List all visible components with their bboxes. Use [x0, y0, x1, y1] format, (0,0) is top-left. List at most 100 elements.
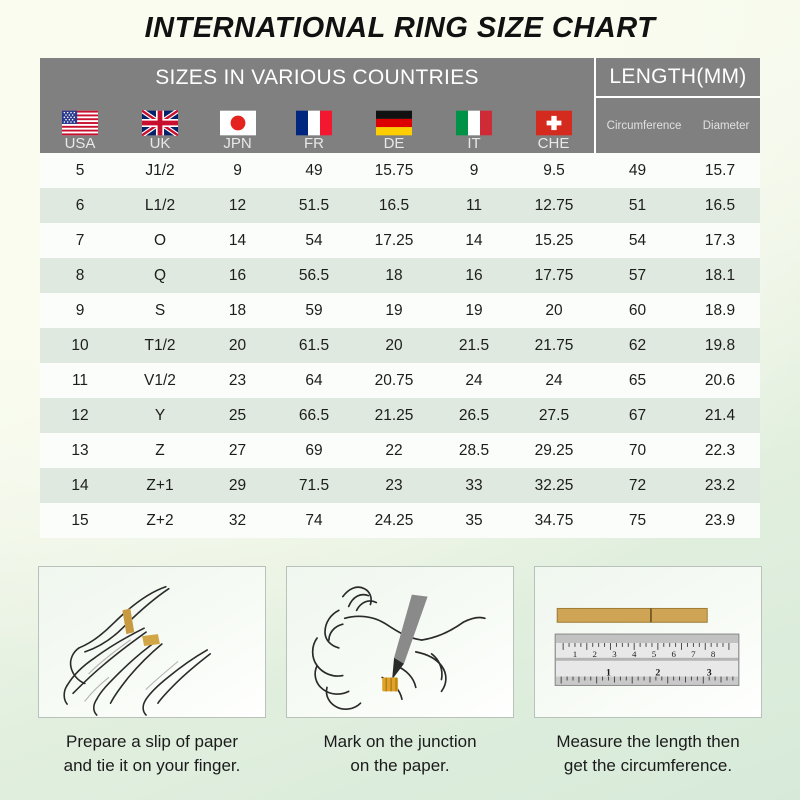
- cell-fr: 51.5: [275, 188, 353, 223]
- cell-it: 9: [435, 153, 513, 188]
- ruler-cm-label: 1: [573, 649, 577, 659]
- column-header-che: CHE: [513, 97, 595, 153]
- cell-fr: 74: [275, 503, 353, 538]
- cell-it: 26.5: [435, 398, 513, 433]
- cell-fr: 66.5: [275, 398, 353, 433]
- hand-marking-with-pen-icon: [311, 586, 486, 711]
- flag-uk-icon: [142, 110, 178, 136]
- table-group-header-row: SIZES IN VARIOUS COUNTRIES LENGTH(MM): [40, 58, 760, 97]
- cell-usa: 8: [40, 258, 120, 293]
- cell-circumference: 70: [595, 433, 680, 468]
- cell-fr: 59: [275, 293, 353, 328]
- cell-it: 16: [435, 258, 513, 293]
- cell-diameter: 20.6: [680, 363, 760, 398]
- cell-usa: 6: [40, 188, 120, 223]
- cell-uk: S: [120, 293, 200, 328]
- cell-che: 24: [513, 363, 595, 398]
- cell-circumference: 49: [595, 153, 680, 188]
- cell-diameter: 17.3: [680, 223, 760, 258]
- cell-jpn: 32: [200, 503, 275, 538]
- ruler: 1 2 3 4 5 6 7 8 1 2: [554, 633, 740, 686]
- flag-italy-icon: [456, 110, 492, 136]
- column-header-jpn: JPN: [200, 97, 275, 153]
- column-header-fr: FR: [275, 97, 353, 153]
- size-chart-table: SIZES IN VARIOUS COUNTRIES LENGTH(MM): [40, 58, 760, 538]
- panel-image-box-2: [286, 566, 514, 718]
- cell-usa: 12: [40, 398, 120, 433]
- cell-usa: 13: [40, 433, 120, 468]
- ruler-cm-label: 2: [592, 649, 596, 659]
- cell-de: 20.75: [353, 363, 435, 398]
- cell-it: 21.5: [435, 328, 513, 363]
- cell-jpn: 9: [200, 153, 275, 188]
- group-header-length: LENGTH(MM): [595, 58, 760, 97]
- table-header: SIZES IN VARIOUS COUNTRIES LENGTH(MM): [40, 58, 760, 153]
- table-row: 10 T1/2 20 61.5 20 21.5 21.75 62 19.8: [40, 328, 760, 363]
- cell-jpn: 12: [200, 188, 275, 223]
- flag-germany-icon: [376, 110, 412, 136]
- table-body: 5 J1/2 9 49 15.75 9 9.5 49 15.7 6 L1/2 1…: [40, 153, 760, 538]
- table-row: 14 Z+1 29 71.5 23 33 32.25 72 23.2: [40, 468, 760, 503]
- cell-jpn: 14: [200, 223, 275, 258]
- flag-france-icon: [296, 110, 332, 136]
- cell-circumference: 62: [595, 328, 680, 363]
- cell-de: 23: [353, 468, 435, 503]
- column-header-label-fr: FR: [304, 135, 324, 152]
- cell-jpn: 20: [200, 328, 275, 363]
- cell-diameter: 23.2: [680, 468, 760, 503]
- cell-fr: 64: [275, 363, 353, 398]
- cell-diameter: 18.9: [680, 293, 760, 328]
- cell-it: 35: [435, 503, 513, 538]
- cell-jpn: 25: [200, 398, 275, 433]
- cell-che: 27.5: [513, 398, 595, 433]
- cell-fr: 61.5: [275, 328, 353, 363]
- cell-uk: Y: [120, 398, 200, 433]
- cell-uk: Z+1: [120, 468, 200, 503]
- cell-diameter: 21.4: [680, 398, 760, 433]
- column-header-label-diameter: Diameter: [702, 119, 750, 132]
- cell-che: 9.5: [513, 153, 595, 188]
- table-row: 5 J1/2 9 49 15.75 9 9.5 49 15.7: [40, 153, 760, 188]
- panel-image-box-3: 1 2 3 4 5 6 7 8 1 2: [534, 566, 762, 718]
- table-row: 12 Y 25 66.5 21.25 26.5 27.5 67 21.4: [40, 398, 760, 433]
- column-header-label-it: IT: [467, 135, 481, 152]
- flag-switzerland-icon: [535, 110, 572, 136]
- cell-de: 17.25: [353, 223, 435, 258]
- cell-diameter: 18.1: [680, 258, 760, 293]
- ruler-cm-label: 7: [691, 649, 696, 659]
- panel-caption-line-1: Measure the length then: [556, 732, 740, 751]
- instruction-panel-1: Prepare a slip of paper and tie it on yo…: [38, 566, 266, 778]
- column-header-uk: UK: [120, 97, 200, 153]
- cell-circumference: 67: [595, 398, 680, 433]
- panel-caption-line-2: on the paper.: [350, 756, 450, 775]
- cell-diameter: 16.5: [680, 188, 760, 223]
- table-row: 15 Z+2 32 74 24.25 35 34.75 75 23.9: [40, 503, 760, 538]
- cell-it: 28.5: [435, 433, 513, 468]
- cell-uk: T1/2: [120, 328, 200, 363]
- ruler-cm-label: 8: [711, 649, 716, 659]
- column-header-label-circumference: Circumference: [606, 119, 682, 132]
- paper-strip: [556, 607, 708, 623]
- cell-usa: 7: [40, 223, 120, 258]
- cell-uk: J1/2: [120, 153, 200, 188]
- cell-circumference: 65: [595, 363, 680, 398]
- cell-it: 19: [435, 293, 513, 328]
- cell-jpn: 23: [200, 363, 275, 398]
- ruler-measuring-paper-icon: 1 2 3 4 5 6 7 8 1 2: [554, 607, 740, 686]
- cell-jpn: 29: [200, 468, 275, 503]
- ruler-inch-label: 2: [655, 668, 660, 679]
- cell-it: 11: [435, 188, 513, 223]
- cell-de: 24.25: [353, 503, 435, 538]
- panel-caption-line-1: Mark on the junction: [323, 732, 477, 751]
- cell-diameter: 19.8: [680, 328, 760, 363]
- cell-uk: Q: [120, 258, 200, 293]
- table-row: 6 L1/2 12 51.5 16.5 11 12.75 51 16.5: [40, 188, 760, 223]
- cell-usa: 5: [40, 153, 120, 188]
- cell-circumference: 51: [595, 188, 680, 223]
- cell-usa: 10: [40, 328, 120, 363]
- ruler-inch-label: 1: [606, 668, 611, 679]
- column-header-label-usa: USA: [64, 135, 96, 152]
- cell-che: 34.75: [513, 503, 595, 538]
- ruler-inch-label: 3: [707, 668, 712, 679]
